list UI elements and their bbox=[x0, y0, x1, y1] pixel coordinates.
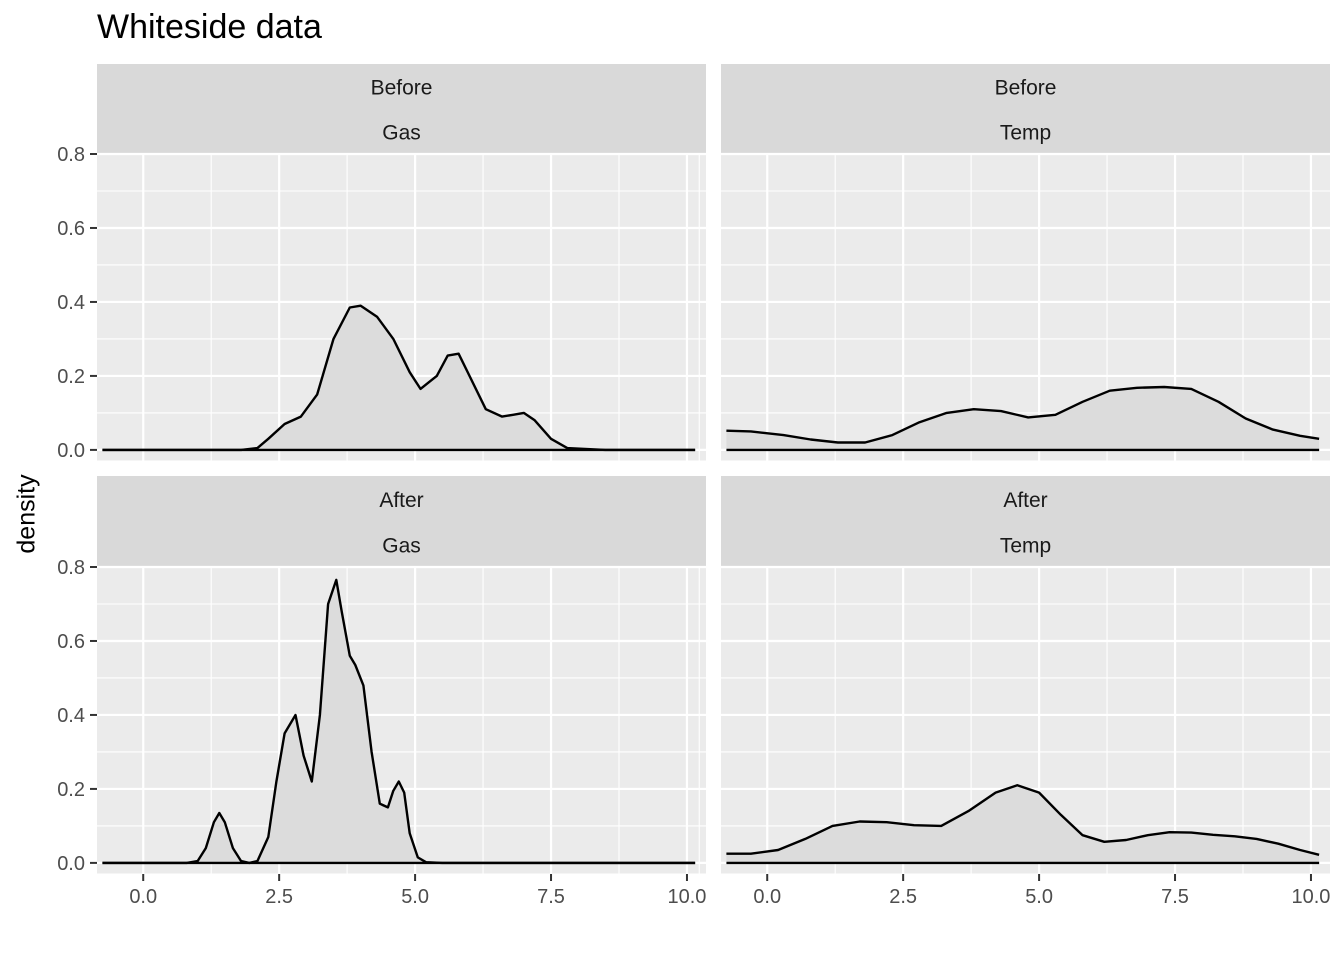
density-area bbox=[102, 305, 696, 450]
facet-strip bbox=[721, 476, 1330, 567]
strip-label-variable: Temp bbox=[1000, 122, 1051, 145]
density-area bbox=[726, 387, 1320, 450]
y-tick-label: 0.0 bbox=[57, 853, 85, 875]
strip-label-variable: Gas bbox=[382, 534, 421, 557]
x-tick-label: 5.0 bbox=[401, 886, 429, 908]
x-tick-label: 2.5 bbox=[265, 886, 293, 908]
y-tick-label: 0.6 bbox=[57, 218, 85, 240]
y-tick-label: 0.4 bbox=[57, 705, 85, 727]
y-tick-label: 0.2 bbox=[57, 366, 85, 388]
y-tick-label: 0.8 bbox=[57, 557, 85, 579]
density-area bbox=[726, 785, 1320, 863]
y-tick-label: 0.8 bbox=[57, 144, 85, 166]
strip-label-when: After bbox=[379, 489, 423, 512]
density-curve bbox=[102, 578, 696, 865]
x-tick-label: 0.0 bbox=[753, 886, 781, 908]
density-curve bbox=[726, 784, 1320, 856]
strip-label-when: Before bbox=[371, 77, 433, 100]
x-tick-label: 10.0 bbox=[668, 886, 707, 908]
y-tick-label: 0.4 bbox=[57, 292, 85, 314]
x-tick-label: 10.0 bbox=[1292, 886, 1331, 908]
strip-label-variable: Gas bbox=[382, 122, 421, 145]
facet-strip bbox=[97, 476, 706, 567]
facet-strip bbox=[721, 64, 1330, 154]
x-tick-label: 7.5 bbox=[537, 886, 565, 908]
y-tick-label: 0.6 bbox=[57, 631, 85, 653]
density-curve bbox=[726, 385, 1320, 444]
strip-label-when: Before bbox=[995, 77, 1057, 100]
x-tick-label: 0.0 bbox=[129, 886, 157, 908]
y-tick-label: 0.2 bbox=[57, 779, 85, 801]
facet-strip bbox=[97, 64, 706, 154]
x-tick-label: 7.5 bbox=[1161, 886, 1189, 908]
density-area bbox=[102, 579, 696, 863]
y-tick-label: 0.0 bbox=[57, 440, 85, 462]
strip-label-variable: Temp bbox=[1000, 534, 1051, 557]
x-tick-label: 5.0 bbox=[1025, 886, 1053, 908]
chart-title: Whiteside data bbox=[97, 8, 322, 46]
strip-label-when: After bbox=[1003, 489, 1047, 512]
x-tick-label: 2.5 bbox=[889, 886, 917, 908]
density-curve bbox=[102, 304, 696, 452]
